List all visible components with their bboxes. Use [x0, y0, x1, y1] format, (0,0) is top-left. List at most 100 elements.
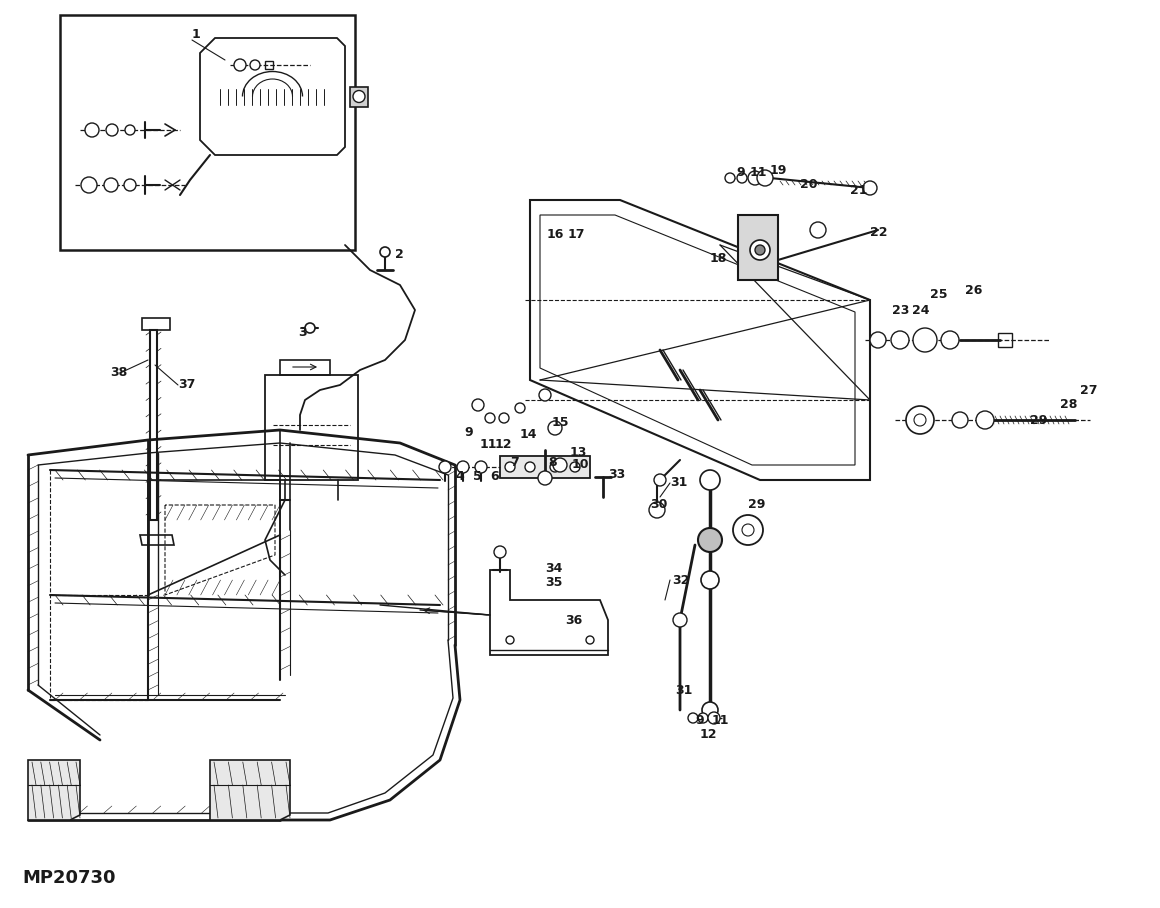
Circle shape: [457, 461, 469, 473]
Text: 11: 11: [751, 165, 768, 179]
Text: 28: 28: [1060, 399, 1078, 411]
Circle shape: [698, 528, 722, 552]
Circle shape: [251, 60, 260, 70]
Text: 9: 9: [735, 165, 745, 179]
Text: 5: 5: [473, 470, 481, 483]
Text: 10: 10: [572, 459, 589, 471]
Text: 9: 9: [464, 427, 472, 439]
Circle shape: [725, 173, 735, 183]
Text: 9: 9: [695, 714, 704, 726]
Text: 22: 22: [870, 225, 887, 239]
Text: 8: 8: [548, 456, 557, 469]
Text: 3: 3: [298, 325, 306, 339]
Text: 29: 29: [1030, 413, 1047, 427]
Text: 29: 29: [748, 498, 766, 511]
Circle shape: [654, 474, 666, 486]
Text: 17: 17: [568, 229, 586, 242]
Text: 4: 4: [455, 470, 464, 483]
Circle shape: [472, 399, 484, 411]
Circle shape: [748, 171, 762, 185]
Text: 27: 27: [1080, 383, 1097, 397]
Circle shape: [701, 571, 719, 589]
Text: 15: 15: [552, 416, 570, 429]
Circle shape: [505, 462, 515, 472]
Circle shape: [570, 462, 580, 472]
Circle shape: [81, 177, 97, 193]
Text: 16: 16: [548, 229, 565, 242]
Text: 2: 2: [396, 249, 404, 262]
Bar: [350, 86, 368, 106]
Text: 24: 24: [912, 303, 929, 317]
Text: 11: 11: [480, 439, 498, 451]
Polygon shape: [210, 760, 290, 820]
Circle shape: [305, 323, 316, 333]
Circle shape: [914, 414, 926, 426]
Circle shape: [538, 471, 552, 485]
Text: 37: 37: [177, 379, 195, 391]
Circle shape: [648, 502, 665, 518]
Text: 26: 26: [965, 283, 983, 297]
Bar: [150, 330, 157, 520]
Circle shape: [699, 470, 720, 490]
Circle shape: [941, 331, 959, 349]
Text: MP20730: MP20730: [22, 869, 116, 887]
Bar: [998, 333, 1012, 347]
Circle shape: [708, 712, 720, 724]
Circle shape: [499, 413, 509, 423]
Circle shape: [976, 411, 994, 429]
Circle shape: [494, 546, 506, 558]
Circle shape: [104, 178, 118, 192]
Text: 33: 33: [608, 468, 625, 480]
Circle shape: [952, 412, 967, 428]
Text: 36: 36: [565, 614, 582, 627]
Circle shape: [913, 328, 937, 352]
Circle shape: [698, 713, 708, 723]
Circle shape: [737, 173, 747, 183]
Circle shape: [673, 613, 687, 627]
Text: 7: 7: [510, 456, 519, 469]
Text: 20: 20: [800, 179, 818, 192]
Circle shape: [742, 524, 754, 536]
Circle shape: [125, 125, 135, 135]
Circle shape: [863, 181, 877, 195]
Text: 13: 13: [570, 446, 587, 459]
Text: 30: 30: [650, 498, 667, 511]
Circle shape: [539, 389, 551, 401]
Circle shape: [688, 713, 698, 723]
Text: 31: 31: [675, 684, 693, 696]
Text: 1: 1: [193, 28, 201, 42]
Circle shape: [474, 461, 487, 473]
Text: 6: 6: [490, 470, 499, 483]
Circle shape: [870, 332, 886, 348]
Polygon shape: [28, 760, 80, 820]
Text: 38: 38: [110, 367, 128, 380]
Circle shape: [380, 247, 390, 257]
Circle shape: [506, 636, 514, 644]
Circle shape: [733, 515, 763, 545]
Text: 32: 32: [672, 574, 689, 587]
Text: 12: 12: [699, 728, 718, 742]
Circle shape: [234, 59, 246, 71]
Bar: [280, 360, 329, 375]
Circle shape: [550, 462, 560, 472]
Text: 19: 19: [770, 163, 788, 176]
Circle shape: [106, 124, 118, 136]
Circle shape: [586, 636, 594, 644]
Text: 11: 11: [712, 714, 730, 726]
Text: 21: 21: [850, 183, 868, 196]
Text: 18: 18: [710, 252, 727, 264]
Text: 25: 25: [930, 289, 948, 301]
Bar: [264, 61, 273, 69]
Text: 23: 23: [892, 303, 909, 317]
Circle shape: [906, 406, 934, 434]
Circle shape: [525, 462, 535, 472]
Text: 12: 12: [495, 439, 513, 451]
Bar: [500, 456, 590, 478]
Text: 35: 35: [545, 576, 563, 588]
Circle shape: [891, 331, 909, 349]
Circle shape: [548, 421, 561, 435]
Circle shape: [757, 170, 773, 186]
Circle shape: [124, 179, 136, 191]
Circle shape: [485, 413, 495, 423]
Circle shape: [702, 702, 718, 718]
